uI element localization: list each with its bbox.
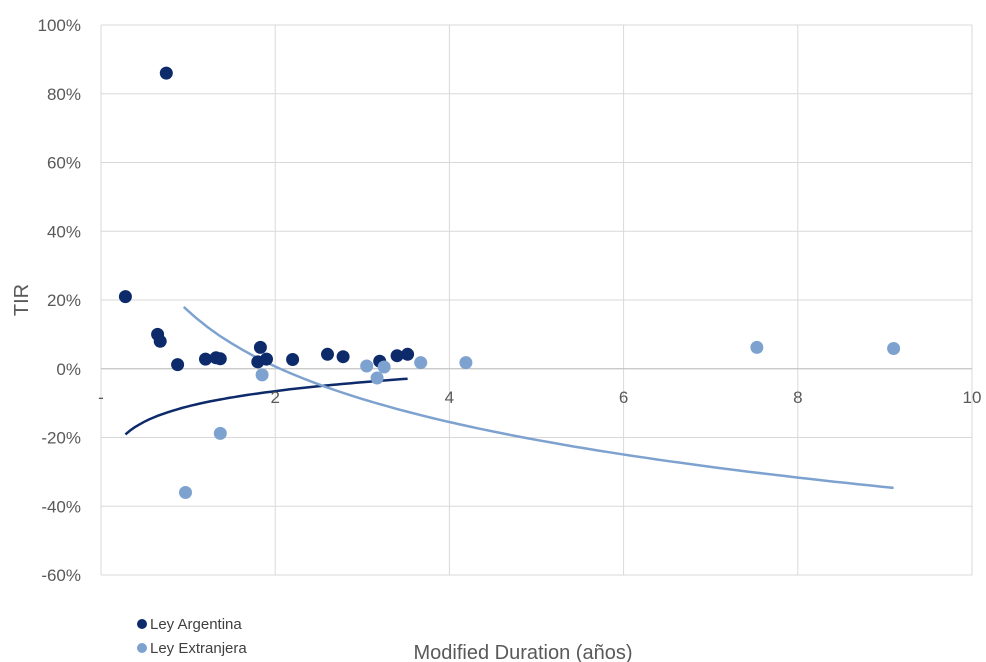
legend-label-ley-argentina: Ley Argentina <box>150 616 242 633</box>
y-tick-label: -40% <box>41 497 81 516</box>
data-point-series-0 <box>199 352 212 366</box>
x-tick-label: 10 <box>963 388 982 407</box>
data-point-series-0 <box>286 353 300 366</box>
trend-line-series-1 <box>182 305 894 490</box>
data-point-series-0 <box>171 358 185 372</box>
data-point-series-1 <box>377 360 391 374</box>
data-point-series-1 <box>179 486 192 499</box>
data-point-series-1 <box>887 342 901 355</box>
y-tick-label: 60% <box>47 154 81 173</box>
trend-line-series-0 <box>124 377 408 436</box>
x-tick-label: 4 <box>445 388 454 407</box>
data-point-series-0 <box>321 347 334 361</box>
data-point-series-0 <box>153 334 167 348</box>
data-point-series-0 <box>401 347 415 361</box>
data-point-series-1 <box>370 371 384 385</box>
y-tick-label: -20% <box>41 429 81 448</box>
y-tick-label: -60% <box>41 566 81 585</box>
legend-item-ley-argentina: Ley Argentina <box>137 616 242 633</box>
legend: Ley Argentina Ley Extranjera <box>137 616 247 657</box>
data-point-series-0 <box>159 66 173 80</box>
gridlines <box>100 24 973 576</box>
data-point-series-0 <box>253 340 267 354</box>
y-tick-label: 40% <box>47 222 81 241</box>
legend-marker-ley-argentina <box>137 619 147 629</box>
y-tick-label: 80% <box>47 85 81 104</box>
x-tick-label: 8 <box>793 388 802 407</box>
trend-lines <box>124 305 894 490</box>
data-point-series-1 <box>414 356 428 370</box>
data-point-series-0 <box>390 349 404 363</box>
data-point-series-0 <box>213 352 227 366</box>
legend-marker-ley-extranjera <box>137 643 147 653</box>
data-point-series-0 <box>336 350 350 364</box>
x-tick-label: 2 <box>270 388 279 407</box>
y-axis-title: TIR <box>11 284 33 316</box>
data-point-series-1 <box>750 340 764 354</box>
data-point-series-1 <box>255 368 269 382</box>
legend-label-ley-extranjera: Ley Extranjera <box>150 640 247 657</box>
x-tick-label: - <box>98 388 104 407</box>
data-points <box>118 66 901 499</box>
data-point-series-1 <box>213 426 227 440</box>
data-point-series-1 <box>459 356 473 370</box>
data-point-series-0 <box>260 352 273 366</box>
data-point-series-1 <box>360 359 374 373</box>
x-tick-label: 6 <box>619 388 628 407</box>
data-point-series-0 <box>118 290 132 304</box>
y-tick-label: 100% <box>38 16 81 35</box>
y-tick-label: 0% <box>56 360 81 379</box>
legend-item-ley-extranjera: Ley Extranjera <box>137 640 247 657</box>
y-tick-label: 20% <box>47 291 81 310</box>
x-axis-title: Modified Duration (años) <box>414 642 633 662</box>
tick-labels: -60% -40% -20% 0% 20% 40% 60% 80% 100% - 2 4 6 8 10 <box>38 16 982 585</box>
